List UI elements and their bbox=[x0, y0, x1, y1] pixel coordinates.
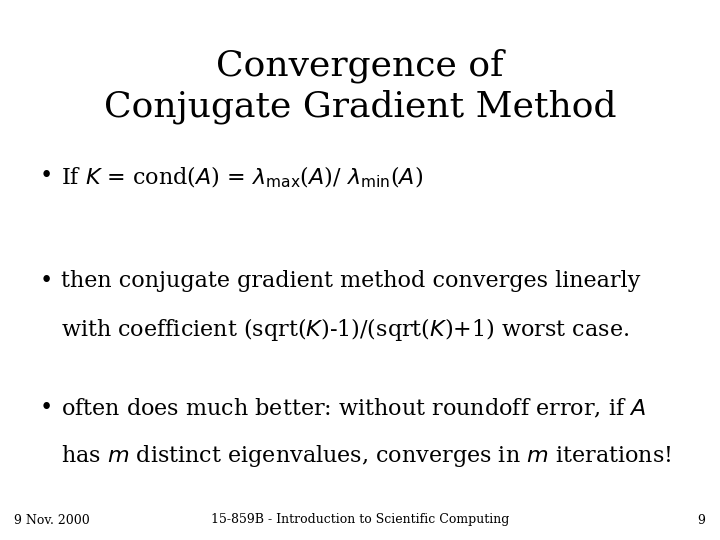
Text: 15-859B - Introduction to Scientific Computing: 15-859B - Introduction to Scientific Com… bbox=[211, 514, 509, 526]
Text: Convergence of
Conjugate Gradient Method: Convergence of Conjugate Gradient Method bbox=[104, 49, 616, 124]
Text: •: • bbox=[40, 165, 53, 187]
Text: has $m$ distinct eigenvalues, converges in $m$ iterations!: has $m$ distinct eigenvalues, converges … bbox=[61, 443, 672, 469]
Text: with coefficient (sqrt($K$)-1)/(sqrt($K$)+1) worst case.: with coefficient (sqrt($K$)-1)/(sqrt($K$… bbox=[61, 316, 629, 343]
Text: 9 Nov. 2000: 9 Nov. 2000 bbox=[14, 514, 90, 526]
Text: •: • bbox=[40, 397, 53, 419]
Text: then conjugate gradient method converges linearly: then conjugate gradient method converges… bbox=[61, 270, 641, 292]
Text: If $K$ = cond($A$) = $\lambda_{\mathrm{max}}$($A$)/ $\lambda_{\mathrm{min}}$($A$: If $K$ = cond($A$) = $\lambda_{\mathrm{m… bbox=[61, 165, 423, 190]
Text: •: • bbox=[40, 270, 53, 292]
Text: 9: 9 bbox=[698, 514, 706, 526]
Text: often does much better: without roundoff error, if $A$: often does much better: without roundoff… bbox=[61, 397, 647, 420]
